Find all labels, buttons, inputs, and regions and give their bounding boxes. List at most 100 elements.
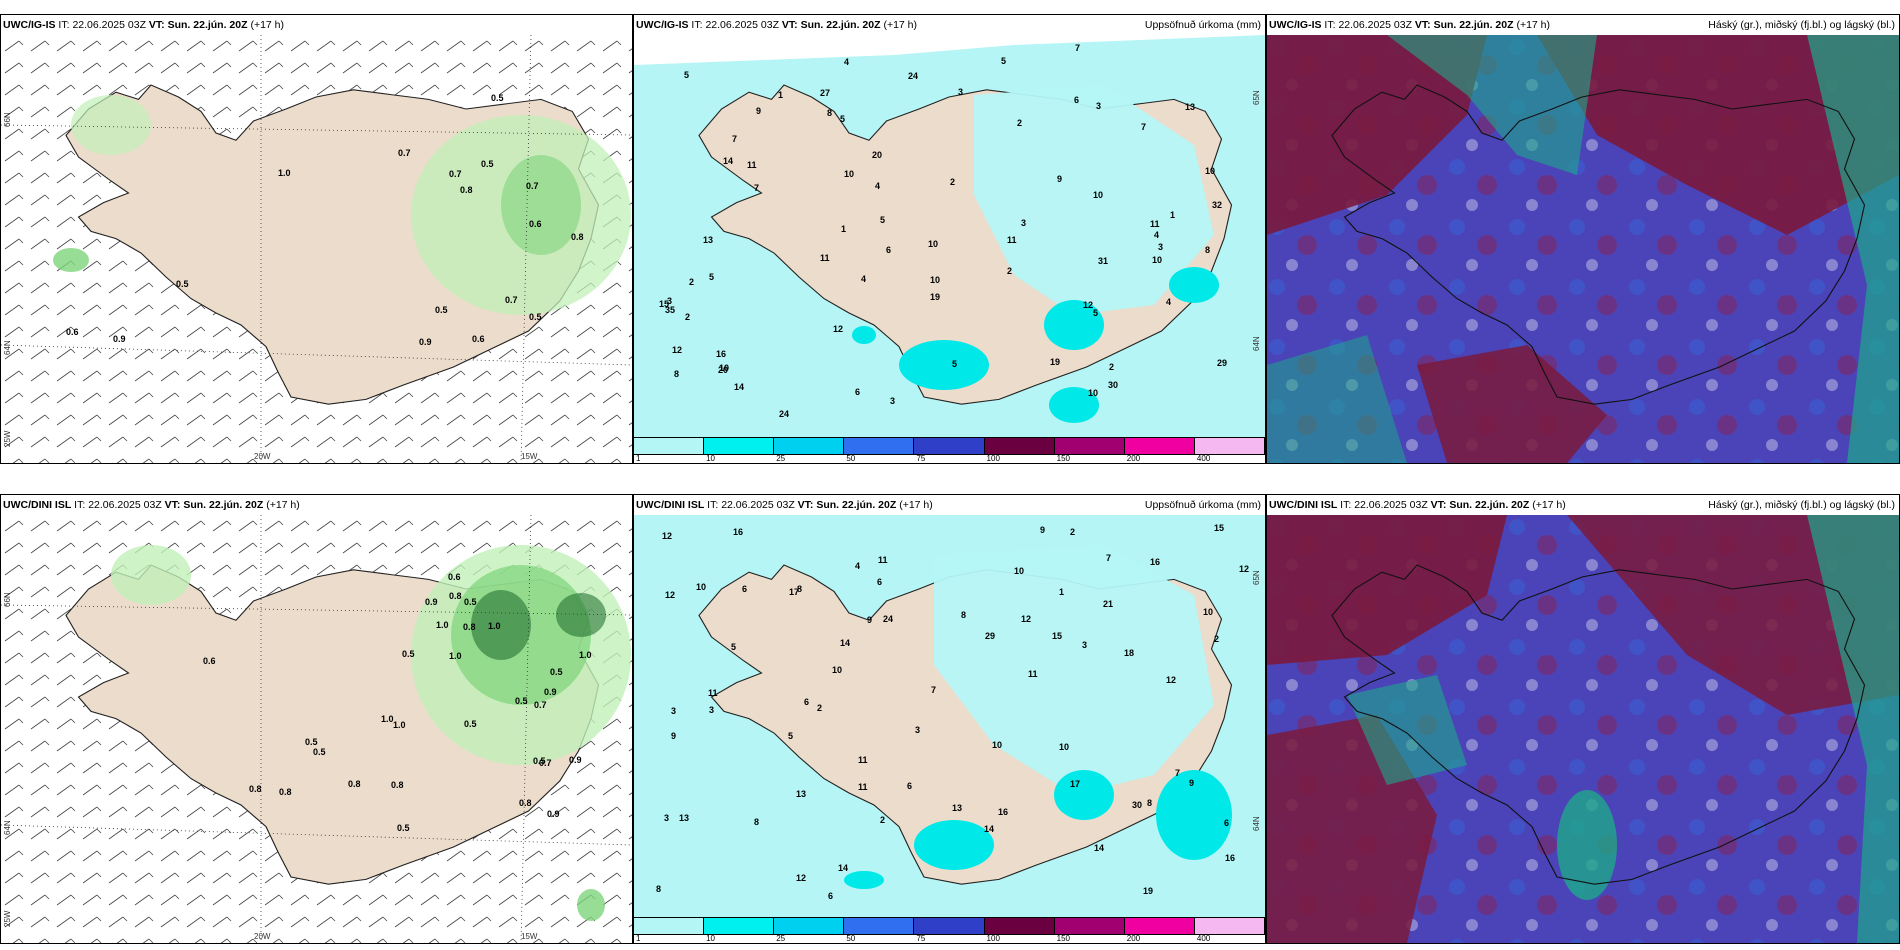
precip-value-label: 12	[1083, 300, 1093, 310]
legend-bar	[634, 437, 1265, 455]
panel-title: UWC/DINI ISL IT: 22.06.2025 03Z VT: Sun.…	[1269, 499, 1895, 511]
precip-value-label: 7	[732, 134, 737, 144]
precip-value-label: 18	[1124, 648, 1134, 658]
precip-value-label: 11	[747, 160, 757, 170]
wind-value-label: 0.8	[519, 798, 532, 808]
precip-value-label: 4	[844, 57, 849, 67]
wind-value-label: 1.0	[278, 168, 291, 178]
precip-value-label: 3	[915, 725, 920, 735]
legend-swatch	[914, 438, 985, 454]
wind-value-label: 1.0	[579, 650, 592, 660]
precip-value-label: 8	[827, 108, 832, 118]
precip-value-label: 2	[880, 815, 885, 825]
legend-swatch	[1124, 918, 1195, 934]
wind-value-label: 0.9	[544, 687, 557, 697]
axis-label-15w: 15W	[521, 452, 538, 461]
axis-label-66n: 66N	[3, 112, 12, 127]
precip-value-label: 10	[1093, 190, 1103, 200]
wind-map: 0.5 0.9 0.8 0.6 0.7 0.6 0.5 0.7 0.5 0.7 1.0 0.6 0.5 0…	[1, 35, 632, 463]
legend-swatch	[704, 918, 775, 934]
legend-tick-label: 25	[776, 454, 786, 463]
precip-value-label: 15	[1052, 631, 1062, 641]
precip-value-label: 14	[840, 638, 850, 648]
precip-value-label: 19	[930, 292, 940, 302]
wind-value-label: 0.9	[113, 334, 126, 344]
legend-tick-label: 10	[706, 934, 716, 943]
precip-value-label: 8	[797, 584, 802, 594]
legend-tick-label: 150	[1056, 454, 1071, 463]
legend-tick-label: 50	[846, 934, 856, 943]
precip-value-label: 12	[662, 531, 672, 541]
precip-value-label: 17	[789, 587, 799, 597]
wind-value-label: 0.5	[491, 93, 504, 103]
legend-tick-label: 25	[776, 934, 786, 943]
precip-value-label: 5	[684, 70, 689, 80]
legend-swatch	[1124, 438, 1195, 454]
wind-value-labels: 0.50.60.50.50.70.80.81.00.80.90.81.00.90…	[203, 572, 592, 833]
precip-value-label: 1	[1170, 210, 1175, 220]
legend-tick-label: 100	[986, 934, 1000, 943]
precip-value-label: 15	[659, 299, 669, 309]
panel-title: UWC/DINI ISL IT: 22.06.2025 03Z VT: Sun.…	[3, 499, 300, 511]
legend-swatch	[634, 918, 705, 934]
precip-value-label: 4	[855, 561, 860, 571]
precip-value-label: 2	[1017, 118, 1022, 128]
wind-value-label: 0.5	[464, 597, 477, 607]
precip-value-label: 6	[742, 584, 747, 594]
precip-value-label: 15	[1214, 523, 1224, 533]
precip-value-label: 17	[1070, 779, 1080, 789]
precip-value-label: 12	[672, 345, 682, 355]
wind-value-label: 0.8	[348, 779, 361, 789]
precip-value-label: 9	[1189, 778, 1194, 788]
precip-value-label: 35	[665, 305, 675, 315]
precip-value-label: 20	[718, 365, 728, 375]
precip-value-label: 3	[890, 396, 895, 406]
legend-swatch	[1194, 918, 1265, 934]
precip-value-label: 3	[1082, 640, 1087, 650]
precip-value-label: 2	[817, 703, 822, 713]
axis-label-65n: 65N	[1252, 90, 1261, 105]
precip-map: 3333676101091228101111118812121311161614…	[634, 515, 1265, 917]
precip-value-label: 3	[1158, 242, 1163, 252]
wind-value-label: 0.8	[463, 622, 476, 632]
precip-value-label: 8	[961, 610, 966, 620]
wind-value-label: 0.6	[472, 334, 485, 344]
legend-tick-label: 1	[636, 454, 641, 463]
legend-swatch	[844, 918, 915, 934]
wind-value-label: 0.6	[203, 656, 216, 666]
precip-value-label: 13	[1185, 102, 1195, 112]
wind-value-label: 0.5	[515, 696, 528, 706]
panel-cloud-top: UWC/IG-IS IT: 22.06.2025 03Z VT: Sun. 22…	[1266, 14, 1900, 464]
legend-swatch	[1194, 438, 1265, 454]
precip-value-label: 14	[838, 863, 848, 873]
legend-swatch	[774, 438, 845, 454]
wind-value-label: 1.0	[488, 621, 501, 631]
wind-value-label: 0.7	[505, 295, 518, 305]
legend-swatch	[984, 918, 1055, 934]
precip-value-label: 13	[679, 813, 689, 823]
legend-tick-label: 400	[1196, 934, 1211, 943]
precip-value-label: 3	[1021, 218, 1026, 228]
precip-value-label: 7	[1106, 553, 1111, 563]
precip-value-label: 21	[1103, 599, 1113, 609]
precip-value-label: 14	[734, 382, 744, 392]
precip-value-label: 6	[828, 891, 833, 901]
legend-swatch	[1054, 438, 1125, 454]
wind-value-labels: 0.5 0.9 0.8 0.6 0.7 0.6 0.5 0.7 0.5 0.7 1.0 0.6 0.5 0…	[66, 93, 584, 347]
panel-wind-top: UWC/IG-IS IT: 22.06.2025 03Z VT: Sun. 22…	[0, 14, 633, 464]
precip-value-label: 12	[833, 324, 843, 334]
legend-tick-label: 1	[636, 934, 641, 943]
wind-value-label: 0.5	[550, 667, 563, 677]
precip-value-label: 24	[779, 409, 789, 419]
precip-value-label: 30	[1132, 800, 1142, 810]
precip-value-label: 32	[1212, 200, 1222, 210]
precip-value-label: 3	[667, 296, 672, 306]
precip-value-label: 10	[832, 665, 842, 675]
precip-value-label: 3	[664, 813, 669, 823]
precip-value-label: 16	[1150, 557, 1160, 567]
legend-swatch	[704, 438, 775, 454]
precip-value-label: 10	[1059, 742, 1069, 752]
wind-value-label: 0.9	[425, 597, 438, 607]
wind-value-label: 0.8	[391, 780, 404, 790]
